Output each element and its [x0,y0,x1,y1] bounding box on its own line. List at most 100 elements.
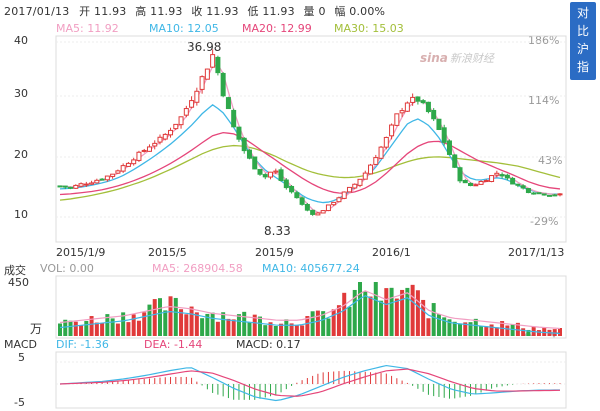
volume-bar [452,321,457,336]
candle-down [241,137,247,152]
volume-bar [342,292,347,336]
volume-bar [221,312,226,336]
ma30-legend: MA30: 15.03 [334,22,404,35]
ma10-legend: MA10: 12.05 [149,22,219,35]
pct-tick-neg29: -29% [530,215,559,228]
volume-bar [436,314,441,336]
close-value: 11.93 [206,5,239,18]
ma20-legend-wrap: MA20: 12.99 [242,22,312,36]
date-label-2016-1: 2016/1 [372,246,411,259]
chart-frames [55,35,567,409]
volume-bar [463,322,468,336]
date-label-2015-5: 2015/5 [148,246,187,259]
candle-down [99,178,105,181]
volume-bar [310,311,315,336]
low-label: 低 [247,5,259,18]
candle-down [468,182,474,187]
candle-up [336,197,342,203]
candle-up [83,183,89,186]
candle-down [68,186,74,189]
volume-bar [373,282,378,336]
volume-bar [168,296,173,336]
volume-bar [305,316,310,336]
volume-bar [400,289,405,336]
volume-bar [289,323,294,336]
candle-up [162,133,168,140]
volume-bar [458,323,462,336]
candle-up [204,68,210,80]
volume-bar [105,314,110,336]
candle-up [399,110,405,114]
volume-bar [231,319,236,336]
volume-bar [405,287,410,336]
candle-down [310,209,316,215]
candle-up [373,157,379,165]
compare-char-1: 对 [576,6,589,20]
candle-down [452,154,458,168]
volume-bar [542,327,547,336]
volume-bar [331,309,336,336]
volume-bar [415,290,420,336]
candle-up [178,116,184,126]
volume-bar [89,316,94,336]
candle-down [462,180,468,184]
candle-down [515,183,521,186]
volume-bar [158,298,162,336]
volume-bar [100,323,105,336]
pct-tick-114: 114% [528,94,560,107]
candle-down [536,192,542,195]
volume-bar [294,325,299,336]
candle-up [136,151,142,161]
candle-up [173,123,179,130]
volume-bar [58,323,62,336]
candle-up [315,212,321,216]
candle-down [441,127,447,143]
macd-title: MACD [4,338,37,351]
volume-bar [321,311,326,336]
candle-up [404,102,410,112]
volume-bar [484,326,489,336]
candle-up [189,100,195,108]
volume-bar [121,312,126,336]
volume-bar [431,303,436,336]
amplitude-label: 幅 [334,5,346,18]
candle-up [346,186,352,193]
candle-down [420,100,426,104]
macd-dif-value: DIF: -1.36 [56,338,109,351]
volume-bar [363,291,368,336]
volume-bar [184,314,189,336]
volume-ma10-value: MA10: 405677.24 [262,262,360,275]
volume-axis-unit: 万 [30,322,43,336]
candle-up [378,146,384,159]
volume-bar [552,329,557,336]
volume-panel-frame [55,275,567,339]
candle-down [499,174,505,177]
price-panel-frame [55,35,567,243]
volume-bar [315,310,320,336]
compare-index-button[interactable]: 对 比 沪 指 [570,2,596,80]
candle-down [525,188,531,194]
candle-down [236,126,242,140]
candle-down [436,118,442,130]
volume-bar [268,322,273,336]
macd-lines [59,364,561,402]
volume-bar [73,321,78,336]
volume-bar [94,322,99,336]
volume-bar [447,319,452,336]
volume-bar [352,289,357,336]
open-value: 11.93 [94,5,127,18]
volume-bar [247,322,252,336]
candle-up [394,113,400,126]
price-tick-40: 40 [14,34,28,47]
volume-bar [131,314,136,336]
volume-bar [163,310,168,336]
macd-histogram-value: MACD: 0.17 [236,338,301,351]
volume-bar [426,318,431,336]
candle-up [389,124,395,137]
volume-bar [263,325,268,336]
sina-logo: sina [420,51,448,65]
candle-up [383,136,389,148]
candle-down [262,174,268,178]
volume-ma-lines [59,290,561,335]
